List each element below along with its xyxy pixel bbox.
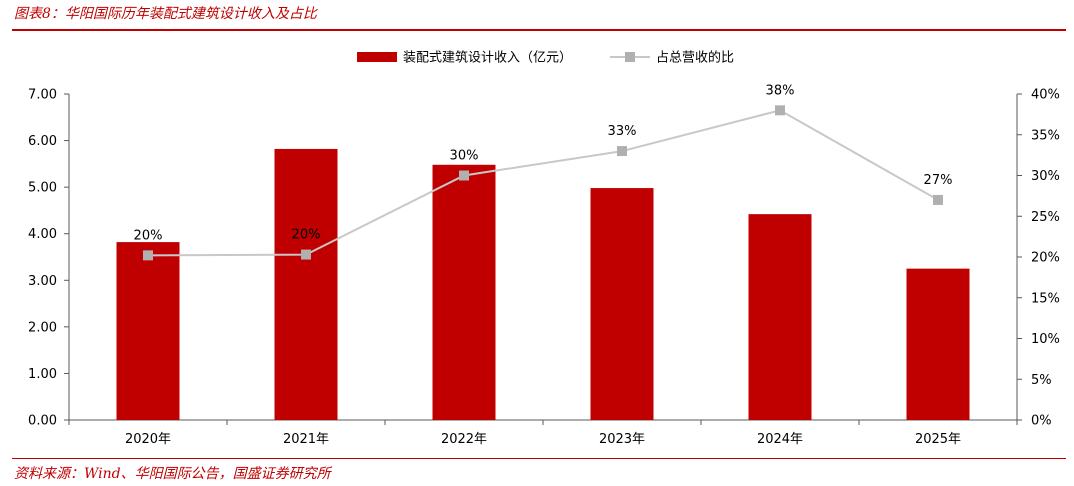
left-tick-label: 2.00: [28, 320, 57, 335]
bar: [906, 268, 970, 420]
bar: [432, 164, 496, 420]
line-series: [143, 105, 943, 261]
line-data-label: 20%: [134, 228, 163, 243]
left-tick-label: 5.00: [28, 181, 57, 196]
title-rule: [12, 29, 1066, 31]
x-tick-label: 2023年: [599, 432, 645, 447]
bar: [116, 242, 180, 420]
line-marker: [301, 249, 311, 260]
line-marker: [143, 250, 153, 261]
line-marker: [617, 146, 627, 157]
bottom-rule: [12, 458, 1066, 459]
bars: [116, 148, 970, 420]
left-tick-label: 3.00: [28, 274, 57, 289]
left-tick-label: 1.00: [28, 367, 57, 382]
line-marker: [775, 105, 785, 116]
legend: 装配式建筑设计收入（亿元） 占总营收的比: [357, 50, 734, 66]
x-tick-label: 2024年: [757, 432, 803, 447]
x-tick-label: 2021年: [283, 432, 329, 447]
x-tick-label: 2020年: [125, 432, 171, 447]
left-tick-label: 6.00: [28, 134, 57, 149]
line-data-label: 38%: [766, 83, 795, 98]
line-path: [147, 109, 939, 257]
line-data-label: 30%: [450, 149, 479, 164]
line-data-label: 33%: [608, 124, 637, 139]
line-marker: [933, 194, 943, 205]
legend-line-marker: [625, 52, 635, 62]
left-tick-label: 7.00: [28, 88, 57, 103]
data-labels: 20% 20% 30% 33% 38% 27%: [134, 83, 953, 243]
right-tick-label: 20%: [1031, 251, 1060, 266]
legend-bar-swatch: [357, 52, 397, 62]
left-tick-label: 0.00: [28, 414, 57, 429]
x-tick-label: 2025年: [915, 432, 961, 447]
right-tick-label: 40%: [1031, 88, 1060, 103]
right-tick-label: 10%: [1031, 332, 1060, 347]
line-marker: [459, 170, 469, 181]
axes: 0.00 1.00 2.00 3.00 4.00 5.00 6.00 7.00 0% 5% 10% 1…: [28, 88, 1060, 448]
right-tick-label: 30%: [1031, 169, 1060, 184]
right-tick-label: 0%: [1031, 414, 1052, 429]
right-tick-label: 25%: [1031, 210, 1060, 225]
bar: [274, 148, 338, 420]
source-note: 资料来源：Wind、华阳国际公告，国盛证券研究所: [14, 466, 331, 482]
figure-title: 图表8：华阳国际历年装配式建筑设计收入及占比: [14, 6, 317, 22]
line-data-label: 27%: [924, 173, 953, 188]
bar: [748, 214, 812, 420]
legend-bar-label: 装配式建筑设计收入（亿元）: [403, 50, 572, 66]
left-tick-label: 4.00: [28, 227, 57, 242]
right-tick-label: 5%: [1031, 373, 1052, 388]
right-tick-label: 35%: [1031, 128, 1060, 143]
right-tick-label: 15%: [1031, 291, 1060, 306]
line-data-label: 20%: [292, 228, 321, 243]
bar: [590, 188, 654, 420]
legend-line-label: 占总营收的比: [656, 50, 734, 66]
x-tick-label: 2022年: [441, 432, 487, 447]
